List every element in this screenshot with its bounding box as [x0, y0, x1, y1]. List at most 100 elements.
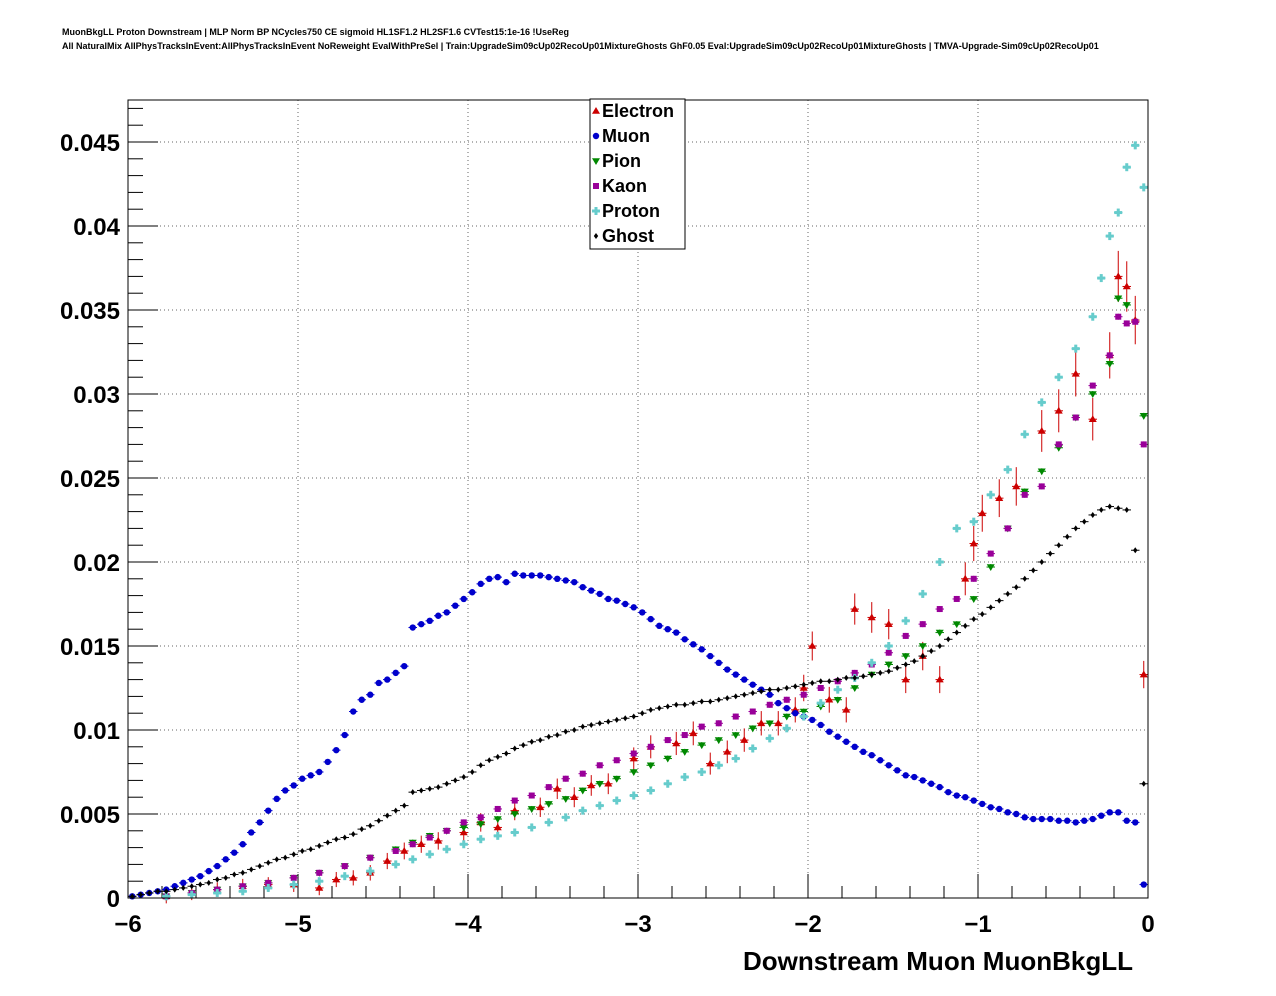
data-point [553, 784, 562, 792]
cross-v [368, 867, 372, 876]
cross-v [598, 801, 602, 810]
data-point [1037, 426, 1046, 434]
data-point [748, 725, 757, 733]
data-point [1089, 382, 1096, 389]
data-point [707, 652, 714, 660]
data-point [918, 589, 927, 598]
data-point [1048, 550, 1053, 557]
data-point [248, 829, 255, 836]
data-point [332, 875, 341, 883]
data-point [954, 629, 959, 636]
data-point [1055, 817, 1062, 824]
data-point [663, 779, 672, 788]
data-point [417, 840, 426, 848]
data-point [646, 762, 655, 770]
y-tick-label: 0.03 [73, 382, 120, 409]
series-electron [162, 250, 1148, 904]
data-point [570, 793, 579, 800]
data-point [375, 679, 382, 687]
legend-label: Electron [602, 101, 674, 121]
data-point [419, 787, 424, 794]
data-point [1082, 518, 1087, 525]
cross-v [836, 685, 840, 694]
data-point [606, 718, 611, 725]
data-point [529, 738, 534, 745]
data-point [307, 772, 314, 779]
data-point [289, 880, 298, 889]
data-point [367, 691, 374, 698]
data-point [1031, 567, 1036, 574]
data-point [629, 791, 638, 800]
data-point [155, 888, 160, 895]
cross-v [921, 589, 925, 598]
data-point [648, 706, 653, 713]
data-point [392, 847, 399, 854]
data-point [171, 883, 178, 890]
cross-v [972, 517, 976, 526]
data-point [631, 713, 636, 720]
data-point [868, 752, 875, 759]
data-point [1139, 413, 1148, 420]
data-point [800, 691, 807, 698]
data-point [350, 708, 357, 715]
data-point [799, 712, 808, 721]
data-point [749, 681, 756, 688]
data-point [1114, 208, 1123, 217]
data-point [240, 869, 245, 876]
data-point [436, 784, 441, 791]
data-point [494, 573, 501, 581]
data-point [527, 823, 536, 832]
cross-v [989, 490, 993, 499]
cross-v [1091, 312, 1095, 321]
cross-v [428, 850, 432, 859]
data-point [425, 850, 434, 859]
cross-v [1133, 141, 1137, 150]
data-point [1064, 817, 1071, 824]
data-point [1088, 415, 1097, 422]
data-point [351, 831, 356, 838]
data-point [774, 719, 783, 727]
data-point [172, 886, 177, 893]
data-point [817, 685, 824, 691]
data-point [1089, 815, 1096, 823]
data-point [691, 700, 696, 707]
data-point [629, 769, 638, 776]
data-point [979, 800, 986, 808]
data-point [953, 792, 960, 799]
data-point [282, 787, 289, 794]
y-tick-label: 0 [107, 886, 120, 913]
data-point [657, 705, 662, 712]
legend-marker [593, 233, 599, 239]
data-point [672, 739, 681, 747]
data-point [443, 609, 450, 616]
cross-v [394, 860, 398, 869]
legend-marker [592, 107, 600, 114]
legend-label: Muon [602, 126, 650, 146]
cross-v [1116, 208, 1120, 217]
data-point [1132, 318, 1139, 325]
data-point [1123, 817, 1130, 824]
data-point [1054, 373, 1063, 382]
data-point [699, 698, 704, 705]
data-point [1081, 817, 1088, 824]
data-point [935, 558, 944, 566]
x-tick-label: −5 [284, 911, 311, 938]
y-tick-label: 0.02 [73, 550, 120, 577]
data-point [850, 685, 859, 692]
data-point [223, 874, 228, 881]
y-tick-label: 0.025 [60, 466, 120, 493]
data-point [384, 676, 391, 683]
data-point [833, 685, 842, 694]
data-point [283, 854, 288, 861]
data-point [1055, 441, 1062, 448]
data-point [545, 573, 552, 581]
data-point [935, 629, 944, 637]
data-point [1115, 313, 1122, 320]
data-point [1037, 468, 1046, 476]
data-point [782, 724, 791, 733]
data-point [919, 621, 926, 628]
data-point [724, 666, 731, 673]
data-point [580, 723, 585, 730]
cross-v [1074, 344, 1078, 353]
data-point [962, 794, 969, 801]
